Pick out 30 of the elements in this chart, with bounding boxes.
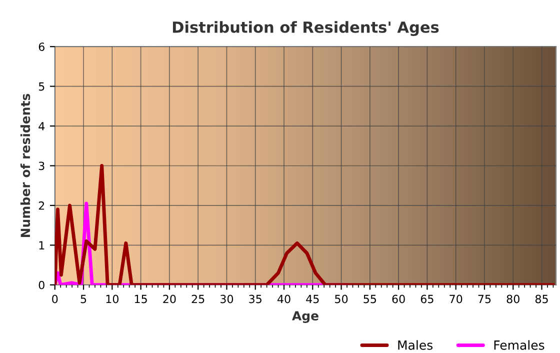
y-tick-label: 5	[38, 82, 44, 91]
x-tick-label: 50	[335, 294, 348, 304]
x-tick-label: 5	[80, 294, 86, 304]
x-tick-label: 85	[535, 294, 548, 304]
x-tick-label: 75	[478, 294, 491, 304]
legend-label: Males	[398, 340, 433, 350]
y-tick-label: 0	[38, 280, 44, 290]
x-tick-label: 70	[450, 294, 462, 304]
y-tick-label: 3	[38, 162, 44, 170]
x-tick-label: 25	[192, 294, 204, 304]
x-tick-label: 60	[392, 294, 405, 304]
x-tick-label: 55	[364, 294, 376, 304]
y-tick-label: 6	[38, 42, 44, 51]
x-tick-label: 35	[249, 294, 262, 304]
y-tick-label: 4	[38, 122, 45, 130]
x-tick-label: 40	[277, 294, 290, 304]
y-axis-title: Number of residents	[20, 94, 30, 237]
x-axis-title: Age	[292, 311, 318, 323]
x-tick-label: 20	[163, 294, 176, 304]
x-tick-label: 0	[52, 294, 58, 304]
y-tick-label: 1	[39, 241, 44, 250]
x-tick-label: 45	[306, 294, 319, 304]
y-tick-label: 2	[38, 201, 44, 210]
x-tick-label: 10	[106, 294, 118, 304]
x-tick-label: 65	[420, 294, 434, 304]
chart-title: Distribution of Residents' Ages	[172, 21, 439, 36]
legend-label: Females	[494, 340, 544, 350]
x-tick-label: 80	[506, 294, 520, 304]
x-tick-label: 30	[220, 294, 234, 304]
x-tick-label: 15	[134, 294, 147, 304]
